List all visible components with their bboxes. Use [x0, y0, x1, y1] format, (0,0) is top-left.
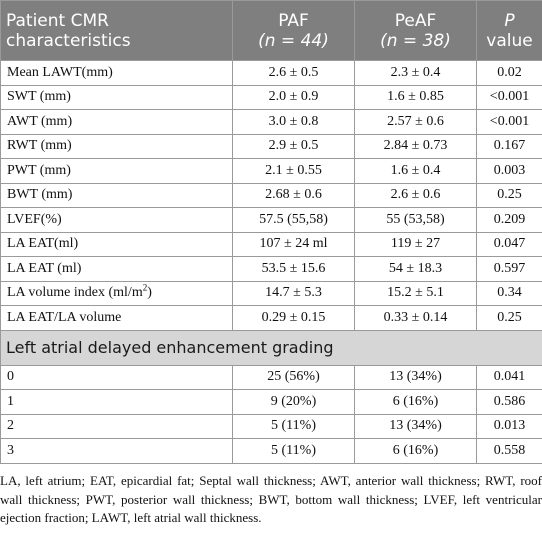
row-paf-value: 53.5 ± 15.6 [232, 256, 355, 282]
row-peaf-value: 2.57 ± 0.6 [354, 109, 477, 135]
row-peaf-value: 2.6 ± 0.6 [354, 182, 477, 208]
grading-paf-value: 5 (11%) [232, 438, 355, 464]
table-row: 0 25 (56%) 13 (34%) 0.041 [0, 364, 542, 390]
grading-label: 1 [0, 389, 233, 415]
row-label: RWT (mm) [0, 133, 233, 159]
row-paf-value: 57.5 (55,58) [232, 207, 355, 233]
row-paf-value: 107 ± 24 ml [232, 231, 355, 257]
row-p-value: 0.597 [476, 256, 542, 282]
row-p-value: 0.047 [476, 231, 542, 257]
header-characteristics-line2: characteristics [6, 30, 131, 51]
row-p-value: 0.02 [476, 60, 542, 86]
grading-peaf-value: 6 (16%) [354, 389, 477, 415]
table-row: 3 5 (11%) 6 (16%) 0.558 [0, 438, 542, 464]
row-label: AWT (mm) [0, 109, 233, 135]
row-peaf-value: 119 ± 27 [354, 231, 477, 257]
header-p-value-line1: P [504, 10, 515, 31]
row-label-text: LA volume index (ml/m [7, 285, 143, 301]
table-row: BWT (mm) 2.68 ± 0.6 2.6 ± 0.6 0.25 [0, 182, 542, 208]
row-peaf-value: 15.2 ± 5.1 [354, 280, 477, 306]
table-row: 2 5 (11%) 13 (34%) 0.013 [0, 413, 542, 439]
section-title: Left atrial delayed enhancement grading [0, 329, 542, 366]
row-p-value: 0.25 [476, 305, 542, 331]
grading-paf-value: 9 (20%) [232, 389, 355, 415]
row-label: PWT (mm) [0, 158, 233, 184]
table-row: LVEF(%) 57.5 (55,58) 55 (53,58) 0.209 [0, 207, 542, 233]
grading-p-value: 0.041 [476, 364, 542, 390]
row-paf-value: 2.6 ± 0.5 [232, 60, 355, 86]
row-label: LVEF(%) [0, 207, 233, 233]
row-label: SWT (mm) [0, 84, 233, 110]
grading-label: 3 [0, 438, 233, 464]
header-p-value: P value [476, 0, 542, 61]
grading-paf-value: 25 (56%) [232, 364, 355, 390]
grading-peaf-value: 13 (34%) [354, 413, 477, 439]
row-p-value: <0.001 [476, 109, 542, 135]
header-characteristics-line1: Patient CMR [6, 10, 109, 31]
row-label-superscript: 2 [142, 282, 148, 293]
row-label: Mean LAWT(mm) [0, 60, 233, 86]
row-paf-value: 2.68 ± 0.6 [232, 182, 355, 208]
row-p-value: 0.003 [476, 158, 542, 184]
row-peaf-value: 54 ± 18.3 [354, 256, 477, 282]
row-p-value: 0.34 [476, 280, 542, 306]
grading-paf-value: 5 (11%) [232, 413, 355, 439]
header-peaf: PeAF (n = 38) [354, 0, 477, 61]
grading-label: 2 [0, 413, 233, 439]
table-row: PWT (mm) 2.1 ± 0.55 1.6 ± 0.4 0.003 [0, 158, 542, 184]
header-peaf-n: (n = 38) [380, 30, 451, 51]
table-row: 1 9 (20%) 6 (16%) 0.586 [0, 389, 542, 415]
table-container: Patient CMR characteristics PAF (n = 44)… [0, 0, 542, 464]
table-header-row: Patient CMR characteristics PAF (n = 44)… [0, 0, 542, 61]
row-peaf-value: 2.3 ± 0.4 [354, 60, 477, 86]
grading-label: 0 [0, 364, 233, 390]
row-peaf-value: 55 (53,58) [354, 207, 477, 233]
table-row: Mean LAWT(mm) 2.6 ± 0.5 2.3 ± 0.4 0.02 [0, 60, 542, 86]
section-header-row: Left atrial delayed enhancement grading [0, 329, 542, 366]
row-p-value: 0.167 [476, 133, 542, 159]
grading-p-value: 0.013 [476, 413, 542, 439]
row-paf-value: 2.9 ± 0.5 [232, 133, 355, 159]
row-paf-value: 3.0 ± 0.8 [232, 109, 355, 135]
table-row: LA EAT(ml) 107 ± 24 ml 119 ± 27 0.047 [0, 231, 542, 257]
table-footnote: LA, left atrium; EAT, epicardial fat; Se… [0, 473, 542, 525]
table-row: LA volume index (ml/m2) 14.7 ± 5.3 15.2 … [0, 280, 542, 306]
row-label: LA EAT(ml) [0, 231, 233, 257]
row-p-value: 0.209 [476, 207, 542, 233]
row-peaf-value: 0.33 ± 0.14 [354, 305, 477, 331]
row-label: LA EAT (ml) [0, 256, 233, 282]
row-label-close: ) [147, 285, 152, 301]
row-peaf-value: 1.6 ± 0.4 [354, 158, 477, 184]
table-row: LA EAT/LA volume 0.29 ± 0.15 0.33 ± 0.14… [0, 305, 542, 331]
row-p-value: 0.25 [476, 182, 542, 208]
row-paf-value: 2.0 ± 0.9 [232, 84, 355, 110]
row-label: BWT (mm) [0, 182, 233, 208]
header-peaf-name: PeAF [394, 10, 437, 31]
header-characteristics: Patient CMR characteristics [0, 0, 233, 61]
row-peaf-value: 1.6 ± 0.85 [354, 84, 477, 110]
grading-p-value: 0.586 [476, 389, 542, 415]
table-row: SWT (mm) 2.0 ± 0.9 1.6 ± 0.85 <0.001 [0, 84, 542, 110]
table-row: AWT (mm) 3.0 ± 0.8 2.57 ± 0.6 <0.001 [0, 109, 542, 135]
row-label: LA EAT/LA volume [0, 305, 233, 331]
header-p-value-line2: value [486, 30, 533, 51]
table-row: LA EAT (ml) 53.5 ± 15.6 54 ± 18.3 0.597 [0, 256, 542, 282]
row-paf-value: 14.7 ± 5.3 [232, 280, 355, 306]
grading-peaf-value: 13 (34%) [354, 364, 477, 390]
grading-p-value: 0.558 [476, 438, 542, 464]
header-paf: PAF (n = 44) [232, 0, 355, 61]
grading-peaf-value: 6 (16%) [354, 438, 477, 464]
row-label: LA volume index (ml/m2) [0, 280, 233, 306]
table-row: RWT (mm) 2.9 ± 0.5 2.84 ± 0.73 0.167 [0, 133, 542, 159]
header-paf-name: PAF [278, 10, 309, 31]
cmr-characteristics-table: Patient CMR characteristics PAF (n = 44)… [0, 0, 542, 464]
row-p-value: <0.001 [476, 84, 542, 110]
row-peaf-value: 2.84 ± 0.73 [354, 133, 477, 159]
row-paf-value: 2.1 ± 0.55 [232, 158, 355, 184]
row-paf-value: 0.29 ± 0.15 [232, 305, 355, 331]
header-paf-n: (n = 44) [258, 30, 329, 51]
